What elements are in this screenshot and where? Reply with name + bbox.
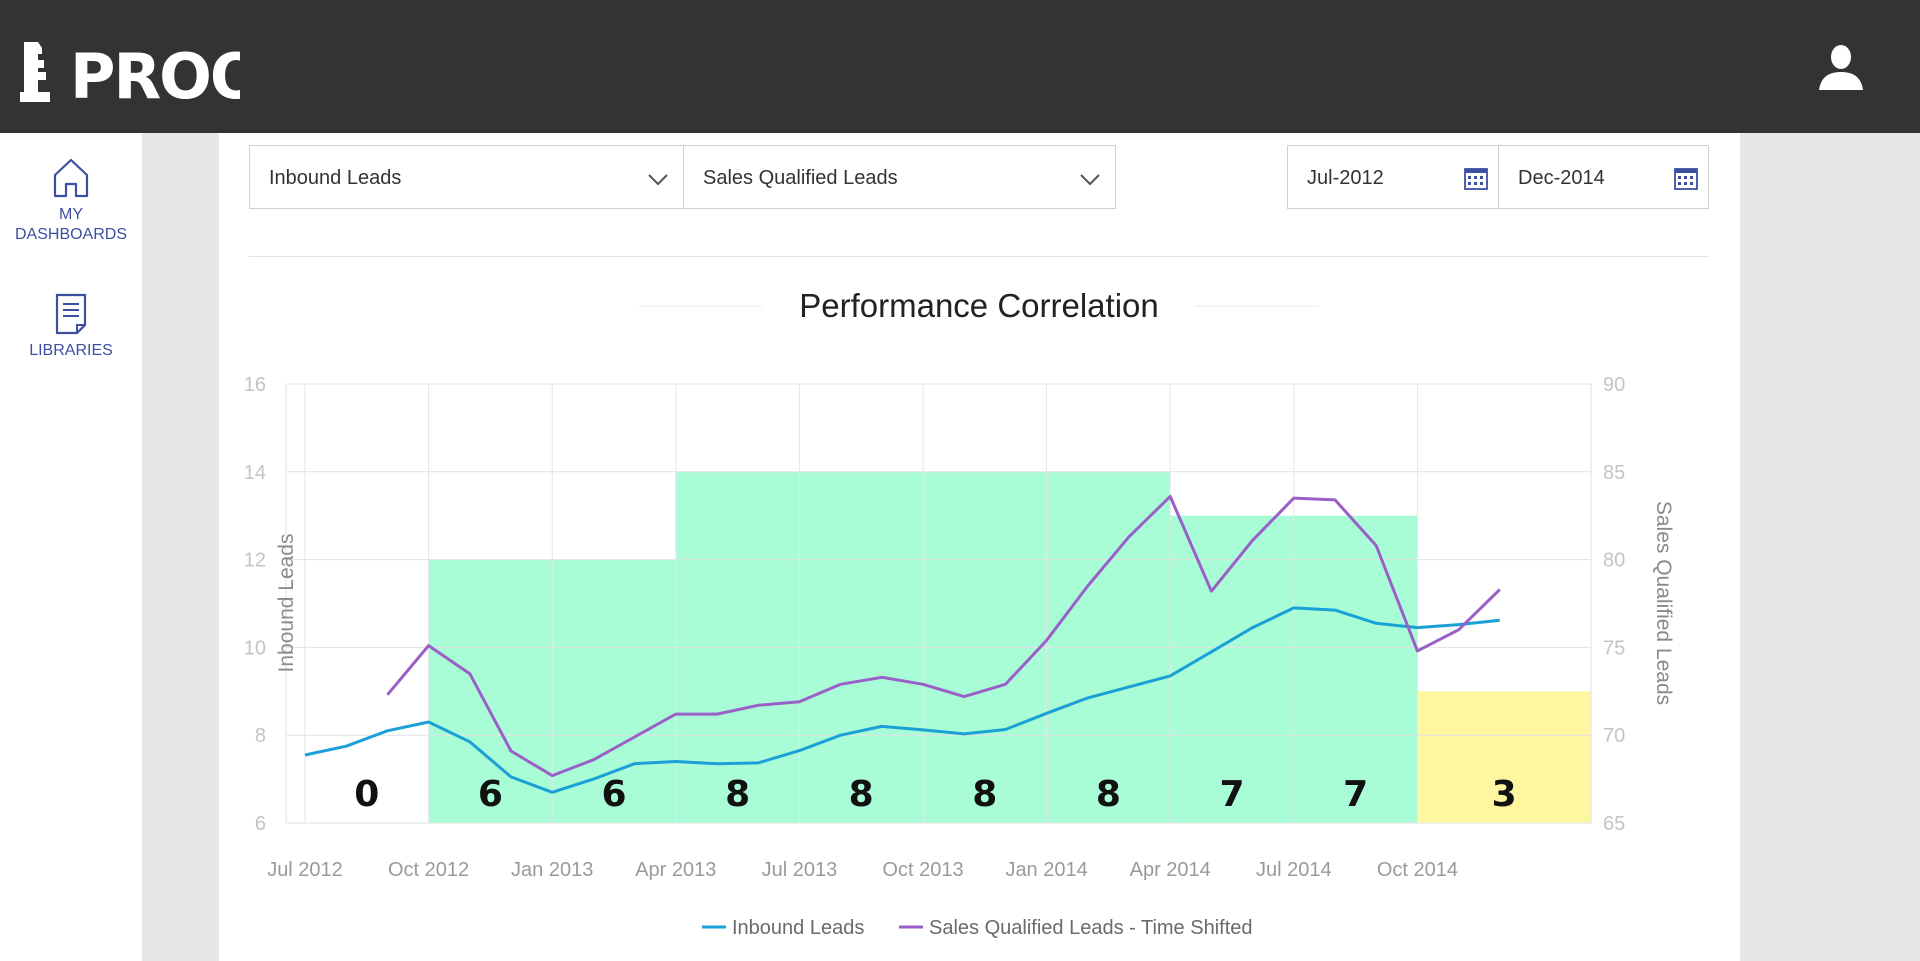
x-tick-label: Jul 2013 [762, 859, 838, 881]
band-count-labels: 0 6 6 8 8 8 8 7 7 3 [354, 774, 1516, 815]
chart-title: Performance Correlation [799, 287, 1159, 324]
metric2-value: Sales Qualified Leads [703, 167, 898, 189]
y-tick-label: 10 [244, 637, 266, 659]
x-tick-label: Jan 2014 [1005, 859, 1087, 881]
y-tick-label: 14 [244, 462, 266, 484]
chart-grid [285, 383, 1592, 824]
sidebar: MY DASHBOARDS LIBRARIES [0, 133, 142, 961]
end-date-value: Dec-2014 [1518, 167, 1605, 189]
correlation-band [1417, 691, 1591, 823]
correlation-band [1293, 515, 1418, 823]
y-tick-label: 6 [255, 813, 266, 835]
band-count-label: 7 [1343, 774, 1368, 815]
calendar-icon[interactable] [1674, 166, 1698, 190]
proof-logo[interactable]: PROOF [20, 34, 240, 104]
y-tick-label: 12 [244, 550, 266, 572]
y-tick-label: 8 [255, 725, 266, 747]
x-tick-label: Jul 2012 [267, 859, 343, 881]
end-date-field[interactable]: Dec-2014 [1498, 145, 1709, 209]
y2-tick-label: 80 [1603, 550, 1625, 572]
y2-tick-label: 90 [1603, 374, 1625, 396]
sidebar-item-label: MY [59, 206, 83, 223]
band-count-label: 6 [478, 774, 503, 815]
y-axis-title: Inbound Leads [275, 534, 298, 673]
legend-label[interactable]: Inbound Leads [732, 917, 864, 939]
sidebar-item-label: DASHBOARDS [14, 226, 128, 243]
band-count-label: 7 [1219, 774, 1244, 815]
content-gutter [1740, 133, 1920, 961]
metric1-select[interactable]: Inbound Leads [249, 145, 684, 209]
chevron-down-icon [1080, 174, 1100, 186]
y2-tick-label: 70 [1603, 725, 1625, 747]
divider [249, 256, 1709, 257]
series-line [386, 494, 1501, 778]
content-gutter [142, 133, 219, 961]
x-tick-label: Apr 2014 [1130, 859, 1211, 881]
x-tick-label: Jan 2013 [511, 859, 593, 881]
correlation-band [552, 559, 676, 823]
band-count-label: 0 [354, 774, 379, 815]
sidebar-item-label: LIBRARIES [29, 342, 113, 359]
calendar-icon[interactable] [1464, 166, 1488, 190]
x-tick-label: Apr 2013 [635, 859, 716, 881]
x-tick-label: Oct 2012 [388, 859, 469, 881]
logo-text: PROOF [70, 40, 240, 104]
x-tick-label: Jul 2014 [1256, 859, 1332, 881]
metric1-value: Inbound Leads [269, 167, 402, 189]
x-tick-label: Oct 2013 [882, 859, 963, 881]
performance-correlation-chart: Performance Correlation 6810121416657075… [244, 287, 1675, 939]
chevron-down-icon [648, 174, 668, 186]
main-panel: Inbound Leads Sales Qualified Leads Jul-… [219, 133, 1740, 961]
user-icon[interactable] [1816, 42, 1866, 92]
top-bar: PROOF [0, 0, 1920, 133]
correlation-band [428, 559, 553, 823]
band-count-label: 8 [725, 774, 750, 815]
y-tick-label: 16 [244, 374, 266, 396]
y2-tick-label: 65 [1603, 813, 1625, 835]
x-tick-label: Oct 2014 [1377, 859, 1458, 881]
y2-tick-label: 85 [1603, 462, 1625, 484]
sidebar-item-my-dashboards[interactable]: MY DASHBOARDS [0, 157, 142, 245]
band-count-label: 8 [972, 774, 997, 815]
chart-series [304, 494, 1501, 794]
metric2-select[interactable]: Sales Qualified Leads [683, 145, 1116, 209]
band-count-label: 8 [849, 774, 874, 815]
document-icon [55, 293, 87, 335]
y2-tick-label: 75 [1603, 637, 1625, 659]
legend-label[interactable]: Sales Qualified Leads - Time Shifted [929, 917, 1253, 939]
start-date-field[interactable]: Jul-2012 [1287, 145, 1499, 209]
home-icon [53, 158, 89, 198]
series-line [304, 606, 1500, 794]
chart-legend: Inbound Leads Sales Qualified Leads - Tim… [702, 917, 1253, 939]
band-count-label: 6 [601, 774, 626, 815]
sidebar-item-libraries[interactable]: LIBRARIES [0, 293, 142, 361]
start-date-value: Jul-2012 [1307, 167, 1384, 189]
y2-axis-title: Sales Qualified Leads [1652, 501, 1675, 705]
band-count-label: 8 [1096, 774, 1121, 815]
band-count-label: 3 [1492, 774, 1517, 815]
